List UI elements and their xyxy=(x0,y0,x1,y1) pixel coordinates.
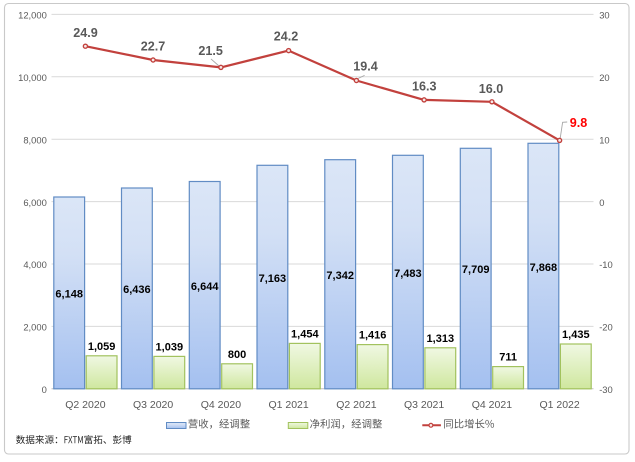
svg-text:Q2 2020: Q2 2020 xyxy=(65,399,105,411)
svg-text:10: 10 xyxy=(599,134,609,145)
svg-text:8,000: 8,000 xyxy=(23,134,46,145)
svg-text:1,435: 1,435 xyxy=(562,329,590,341)
svg-text:Q2 2021: Q2 2021 xyxy=(336,399,376,411)
svg-text:Q4 2021: Q4 2021 xyxy=(472,399,512,411)
svg-text:Q3 2021: Q3 2021 xyxy=(404,399,444,411)
svg-text:1,313: 1,313 xyxy=(427,333,455,345)
svg-text:6,148: 6,148 xyxy=(55,289,83,301)
svg-text:16.0: 16.0 xyxy=(479,82,504,96)
svg-text:2,000: 2,000 xyxy=(23,322,46,333)
svg-text:1,059: 1,059 xyxy=(88,341,116,353)
svg-text:6,644: 6,644 xyxy=(191,281,219,293)
svg-text:7,163: 7,163 xyxy=(259,273,287,285)
svg-text:20: 20 xyxy=(599,72,609,83)
svg-text:-10: -10 xyxy=(599,259,613,270)
svg-text:6,436: 6,436 xyxy=(123,284,151,296)
svg-text:-30: -30 xyxy=(599,384,613,395)
svg-text:0: 0 xyxy=(42,384,47,395)
svg-text:7,483: 7,483 xyxy=(394,268,422,280)
svg-text:21.5: 21.5 xyxy=(198,44,223,58)
svg-text:30: 30 xyxy=(599,10,609,21)
svg-text:Q4 2020: Q4 2020 xyxy=(201,399,241,411)
svg-text:19.4: 19.4 xyxy=(353,60,378,74)
svg-text:Q1 2021: Q1 2021 xyxy=(268,399,308,411)
svg-text:6,000: 6,000 xyxy=(23,197,46,208)
svg-text:Q1 2022: Q1 2022 xyxy=(539,399,579,411)
svg-text:10,000: 10,000 xyxy=(18,72,47,83)
svg-text:7,868: 7,868 xyxy=(530,262,558,274)
svg-text:1,416: 1,416 xyxy=(359,330,387,342)
svg-text:16.3: 16.3 xyxy=(412,80,437,94)
svg-text:1,454: 1,454 xyxy=(291,328,319,340)
svg-text:4,000: 4,000 xyxy=(23,259,46,270)
svg-text:1,039: 1,039 xyxy=(156,341,184,353)
svg-text:9.8: 9.8 xyxy=(570,116,588,130)
svg-text:Q3 2020: Q3 2020 xyxy=(133,399,173,411)
svg-text:22.7: 22.7 xyxy=(141,40,166,54)
svg-text:-20: -20 xyxy=(599,322,613,333)
svg-text:0: 0 xyxy=(599,197,604,208)
svg-text:7,342: 7,342 xyxy=(326,270,354,282)
svg-text:12,000: 12,000 xyxy=(18,10,47,21)
svg-text:24.9: 24.9 xyxy=(73,26,98,40)
svg-text:800: 800 xyxy=(228,349,246,361)
svg-text:711: 711 xyxy=(499,352,517,364)
svg-text:24.2: 24.2 xyxy=(274,30,299,44)
svg-text:7,709: 7,709 xyxy=(462,264,490,276)
